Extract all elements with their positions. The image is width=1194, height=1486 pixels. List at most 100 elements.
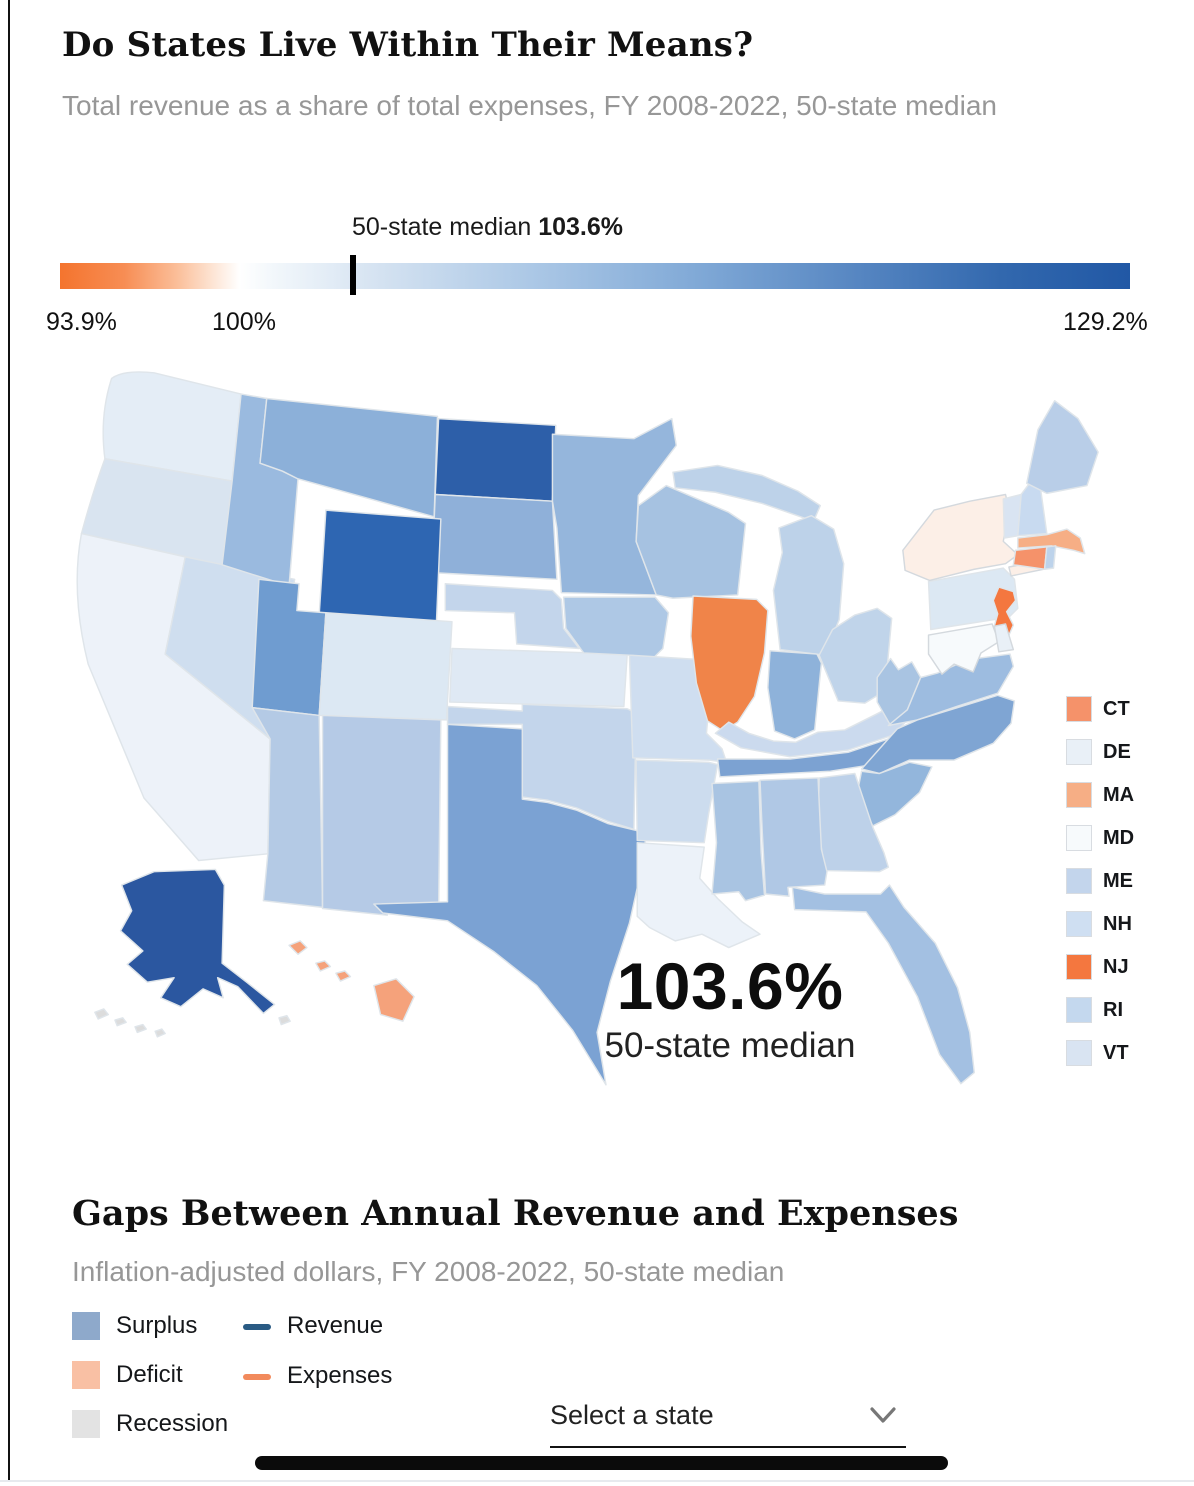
legend-label: RI [1103, 998, 1123, 1021]
legend-swatch [72, 1312, 100, 1340]
median-marker-prefix: 50-state median [352, 213, 539, 241]
state-select-label: Select a state [550, 1400, 714, 1430]
state-DE[interactable] [993, 623, 1015, 653]
state-MA[interactable] [1017, 528, 1086, 555]
state-CT[interactable] [1012, 546, 1048, 570]
state-KY[interactable] [714, 701, 916, 758]
legend-label: NH [1103, 912, 1132, 935]
state-NY[interactable] [902, 493, 1019, 582]
state-VA[interactable] [887, 653, 1015, 727]
legend-label: MA [1103, 783, 1135, 806]
state-ND[interactable] [434, 417, 557, 502]
legend-label: ME [1103, 869, 1133, 892]
legend-swatch [1066, 911, 1092, 937]
state-CO[interactable] [318, 612, 453, 721]
state-MS[interactable] [711, 780, 766, 902]
gaps-legend-expenses-line: Expenses [243, 1362, 392, 1390]
state-select-underline [550, 1446, 906, 1448]
legend-swatch [1066, 696, 1092, 722]
state-AK[interactable] [119, 868, 276, 1015]
state-select-dropdown[interactable]: Select a state [549, 1398, 906, 1448]
legend-swatch [72, 1361, 100, 1389]
legend-label: Revenue [287, 1312, 384, 1339]
scale-max-label: 129.2% [1063, 308, 1148, 336]
scale-min-label: 93.9% [46, 308, 117, 336]
median-callout-caption: 50-state median [604, 1026, 856, 1065]
small-state-legend-item-ME[interactable]: ME [1066, 868, 1134, 894]
state-LA[interactable] [636, 841, 761, 949]
legend-swatch [1066, 1040, 1092, 1066]
scale-mid-label: 100% [212, 308, 276, 336]
gaps-legend-surplus: Surplus [72, 1312, 228, 1340]
state-WY[interactable] [318, 509, 442, 625]
state-RI[interactable] [1043, 545, 1057, 570]
small-state-legend-item-VT[interactable]: VT [1066, 1040, 1134, 1066]
state-HI-oahu[interactable] [315, 960, 332, 972]
small-state-legend-item-NH[interactable]: NH [1066, 911, 1134, 937]
legend-line-swatch [243, 1323, 271, 1330]
legend-swatch [1066, 782, 1092, 808]
aleutian-islands [94, 1008, 291, 1038]
gaps-legend-revenue-line: Revenue [243, 1312, 392, 1340]
state-UT[interactable] [251, 578, 327, 717]
legend-label: Recession [116, 1410, 229, 1437]
legend-label: Surplus [116, 1312, 198, 1339]
small-state-legend-item-RI[interactable]: RI [1066, 997, 1134, 1023]
gaps-legend-swatches: Surplus Deficit Recession [72, 1312, 228, 1438]
median-callout-value: 103.6% [616, 949, 844, 1023]
state-AZ[interactable] [251, 706, 324, 909]
state-HI-big-island[interactable] [373, 978, 415, 1022]
state-PA[interactable] [927, 567, 1019, 631]
page-title: Do States Live Within Their Means? [62, 24, 754, 65]
state-MT[interactable] [259, 397, 439, 518]
state-TX[interactable] [373, 723, 647, 1086]
state-NE[interactable] [444, 583, 580, 650]
page-subtitle: Total revenue as a share of total expens… [62, 90, 997, 121]
state-OH[interactable] [818, 607, 893, 704]
state-IL[interactable] [690, 595, 769, 732]
legend-swatch [1066, 954, 1092, 980]
small-state-legend-item-NJ[interactable]: NJ [1066, 954, 1134, 980]
median-marker-value: 103.6% [538, 213, 624, 241]
legend-label: MD [1103, 826, 1135, 849]
legend-swatch [1066, 739, 1092, 765]
state-MI-upper[interactable] [672, 464, 821, 522]
state-NM[interactable] [321, 714, 442, 916]
state-HI-kauai[interactable] [288, 940, 308, 955]
state-FL[interactable] [791, 884, 976, 1085]
legend-swatch [1066, 868, 1092, 894]
gaps-legend-deficit: Deficit [72, 1361, 228, 1389]
state-AR[interactable] [635, 759, 719, 844]
state-shapes [76, 371, 1099, 1086]
state-HI-maui[interactable] [335, 970, 352, 982]
state-OK[interactable] [446, 703, 637, 831]
gaps-section-title: Gaps Between Annual Revenue and Expenses [72, 1193, 959, 1235]
median-tick [350, 255, 356, 295]
state-NC[interactable] [860, 694, 1016, 775]
us-choropleth-map [48, 360, 1164, 1120]
state-ME[interactable] [1026, 400, 1099, 495]
us-map-svg [76, 371, 1099, 1086]
small-state-legend-item-MA[interactable]: MA [1066, 782, 1134, 808]
gaps-section-subtitle: Inflation-adjusted dollars, FY 2008-2022… [72, 1256, 785, 1287]
state-IN[interactable] [767, 649, 823, 740]
state-AL[interactable] [759, 777, 828, 897]
state-KS[interactable] [449, 647, 628, 708]
color-scale-bar [60, 263, 1130, 289]
small-state-legend-item-CT[interactable]: CT [1066, 696, 1134, 722]
legend-label: DE [1103, 740, 1131, 763]
legend-label: NJ [1103, 955, 1129, 978]
chevron-down-icon [870, 1407, 896, 1423]
small-state-legend-item-DE[interactable]: DE [1066, 739, 1134, 765]
gaps-legend-lines: Revenue Expenses [243, 1312, 392, 1390]
gaps-legend-recession: Recession [72, 1410, 228, 1438]
legend-line-swatch [243, 1373, 271, 1380]
state-SD[interactable] [431, 493, 558, 581]
legend-swatch [1066, 997, 1092, 1023]
legend-label: VT [1103, 1041, 1129, 1064]
small-state-legend-item-MD[interactable]: MD [1066, 825, 1134, 851]
horizontal-scrollbar-thumb[interactable] [255, 1456, 948, 1470]
legend-swatch [72, 1410, 100, 1438]
state-WI[interactable] [635, 484, 747, 599]
